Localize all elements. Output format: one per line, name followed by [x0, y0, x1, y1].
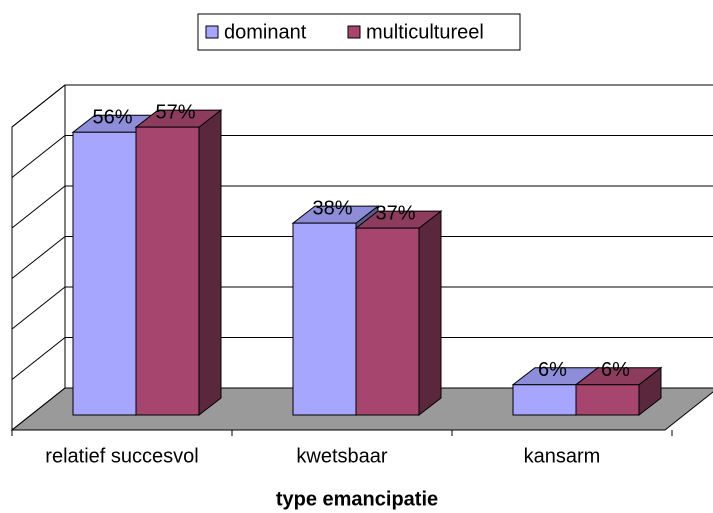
x-tick-label: kwetsbaar: [296, 445, 387, 467]
legend-label: dominant: [224, 21, 307, 43]
data-label: 38%: [312, 197, 352, 219]
legend-label: multicultureel: [366, 21, 484, 43]
bar-face: [292, 222, 357, 416]
bar-face: [575, 384, 640, 416]
grid-line: [11, 84, 713, 128]
bar-face: [355, 227, 420, 416]
bar-face: [135, 126, 200, 416]
bar-face: [198, 109, 222, 417]
data-label: 37%: [375, 202, 415, 224]
grid-line: [11, 236, 713, 279]
bar-face: [418, 210, 442, 417]
grid-line: [11, 135, 713, 178]
grid-line: [11, 387, 713, 431]
data-label: 56%: [92, 106, 132, 128]
bar-face: [512, 384, 577, 416]
data-label: 57%: [155, 101, 195, 123]
x-tick-label: relatief succesvol: [45, 445, 198, 467]
grid-line: [11, 337, 713, 380]
bar: [354, 210, 443, 417]
grid-line: [11, 185, 713, 229]
bar: [134, 109, 223, 417]
data-label: 6%: [538, 359, 567, 381]
x-axis-title: type emancipatie: [276, 488, 438, 510]
legend-swatch: [205, 25, 219, 39]
grid-line: [11, 286, 713, 330]
x-tick-label: kansarm: [524, 445, 601, 467]
data-label: 6%: [601, 359, 630, 381]
bar-face: [72, 131, 137, 416]
legend-swatch: [347, 25, 361, 39]
bar: [574, 366, 663, 417]
